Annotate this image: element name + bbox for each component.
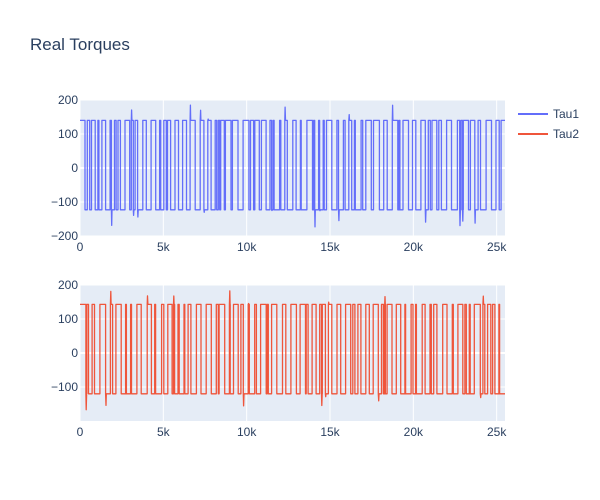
x-tick-label: 25k — [487, 240, 507, 254]
x-tick-label: 0 — [77, 425, 84, 439]
series-line-tau1 — [80, 104, 505, 228]
x-tick-label: 20k — [404, 425, 424, 439]
legend-item-tau2[interactable]: Tau2 — [518, 127, 579, 141]
x-tick-label: 15k — [320, 425, 340, 439]
y-tick-label: 200 — [58, 93, 78, 107]
y-tick-label: 0 — [71, 346, 78, 360]
subplot-tau1: −200 −100 0 100 200 0 5k 10k 15k 20k 25k — [51, 93, 507, 254]
legend-label-tau1: Tau1 — [553, 107, 579, 121]
x-tick-label: 10k — [237, 240, 257, 254]
legend-label-tau2: Tau2 — [553, 127, 579, 141]
y-tick-label: −200 — [51, 229, 78, 243]
y-tick-label: 200 — [58, 278, 78, 292]
y-tick-label: −100 — [51, 380, 78, 394]
x-tick-label: 5k — [157, 240, 171, 254]
y-tick-label: 0 — [71, 161, 78, 175]
subplot-tau2: −100 0 100 200 0 5k 10k 15k 20k 25k — [51, 278, 507, 439]
series-line-tau2 — [80, 290, 505, 411]
x-tick-label: 10k — [237, 425, 257, 439]
y-tick-label: −100 — [51, 195, 78, 209]
chart-title: Real Torques — [30, 35, 130, 54]
x-tick-label: 5k — [157, 425, 171, 439]
legend-item-tau1[interactable]: Tau1 — [518, 107, 579, 121]
x-tick-label: 0 — [77, 240, 84, 254]
x-tick-label: 25k — [487, 425, 507, 439]
x-tick-label: 15k — [320, 240, 340, 254]
x-tick-label: 20k — [404, 240, 424, 254]
legend[interactable]: Tau1 Tau2 — [518, 107, 579, 141]
y-tick-label: 100 — [58, 312, 78, 326]
y-tick-label: 100 — [58, 127, 78, 141]
